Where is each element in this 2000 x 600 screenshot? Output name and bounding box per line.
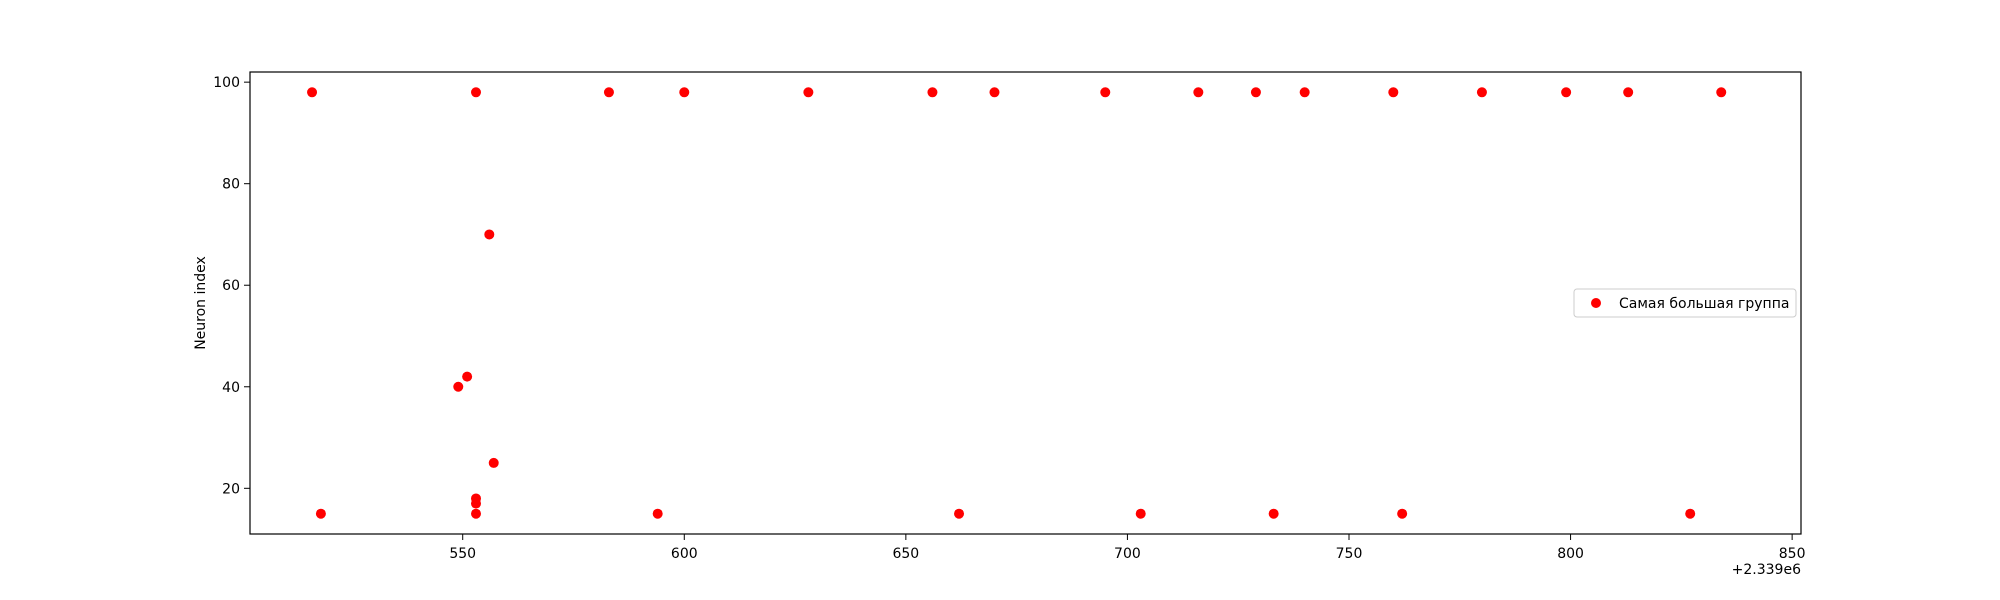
y-tick-label: 40: [222, 380, 240, 396]
data-point: [471, 87, 482, 98]
y-axis-label: Neuron index: [193, 256, 209, 350]
y-tick-label: 80: [222, 177, 240, 193]
data-point: [1388, 87, 1399, 98]
data-point: [1250, 87, 1261, 98]
x-tick-label: 650: [892, 546, 919, 562]
data-point: [1476, 87, 1487, 98]
x-tick-label: 800: [1557, 546, 1584, 562]
data-point: [1397, 508, 1408, 519]
data-point: [1685, 508, 1696, 519]
data-point: [954, 508, 965, 519]
data-point: [1268, 508, 1279, 519]
x-tick-label: 750: [1336, 546, 1363, 562]
x-axis: 550 600 650 700 750 800 850: [449, 534, 1806, 562]
data-point: [1623, 87, 1634, 98]
y-tick-label: 100: [213, 75, 240, 91]
data-point: [803, 87, 814, 98]
y-tick-label: 20: [222, 481, 240, 497]
data-point: [471, 498, 482, 509]
points-layer: [307, 87, 1727, 519]
x-tick-label: 850: [1779, 546, 1806, 562]
data-point: [462, 371, 473, 382]
x-tick-label: 700: [1114, 546, 1141, 562]
data-point: [471, 508, 482, 519]
legend-label: Самая большая группа: [1619, 296, 1789, 312]
data-point: [484, 229, 495, 240]
data-point: [989, 87, 1000, 98]
data-point: [307, 87, 318, 98]
data-point: [1561, 87, 1572, 98]
x-offset-label: +2.339e6: [1732, 562, 1801, 578]
y-tick-label: 60: [222, 278, 240, 294]
data-point: [1193, 87, 1204, 98]
data-point: [1135, 508, 1146, 519]
data-point: [1716, 87, 1727, 98]
x-tick-label: 600: [671, 546, 698, 562]
data-point: [679, 87, 690, 98]
data-point: [652, 508, 663, 519]
y-axis: 20 40 60 80 100: [213, 75, 250, 497]
data-point: [488, 457, 499, 468]
legend-box: [1573, 288, 1797, 318]
data-point: [1299, 87, 1310, 98]
plot-frame: [249, 71, 1802, 535]
data-point: [453, 381, 464, 392]
data-point: [315, 508, 326, 519]
data-point: [603, 87, 614, 98]
data-point: [1100, 87, 1111, 98]
data-point: [927, 87, 938, 98]
legend-marker: [1591, 298, 1601, 308]
x-tick-label: 550: [449, 546, 476, 562]
legend: Самая большая группа: [1573, 288, 1797, 318]
plot-background: [250, 72, 1801, 534]
